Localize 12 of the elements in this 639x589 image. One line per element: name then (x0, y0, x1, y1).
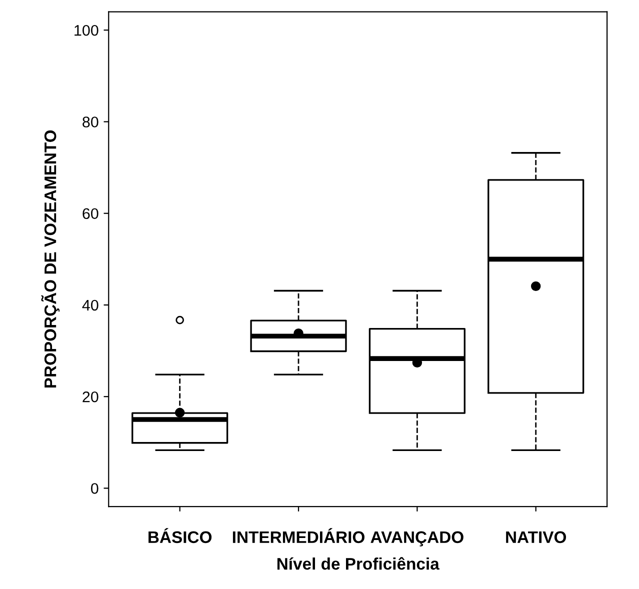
x-tick-label: NATIVO (506, 531, 566, 544)
x-axis-title: Nível de Proficiência (277, 557, 440, 570)
x-tick-label: AVANÇADO (370, 531, 464, 546)
y-tick-label: 0 (91, 483, 98, 494)
y-tick-label: 40 (82, 300, 98, 311)
x-tick-label: INTERMEDIÁRIO (232, 528, 364, 544)
y-tick-label: 100 (74, 24, 98, 36)
y-axis-title: PROPORÇÃO DE VOZEAMENTO (41, 130, 60, 388)
y-tick-label: 20 (82, 391, 98, 402)
y-tick-label: 80 (82, 116, 98, 128)
x-tick-label: BÁSICO (148, 528, 212, 544)
y-tick-label: 60 (82, 208, 98, 220)
